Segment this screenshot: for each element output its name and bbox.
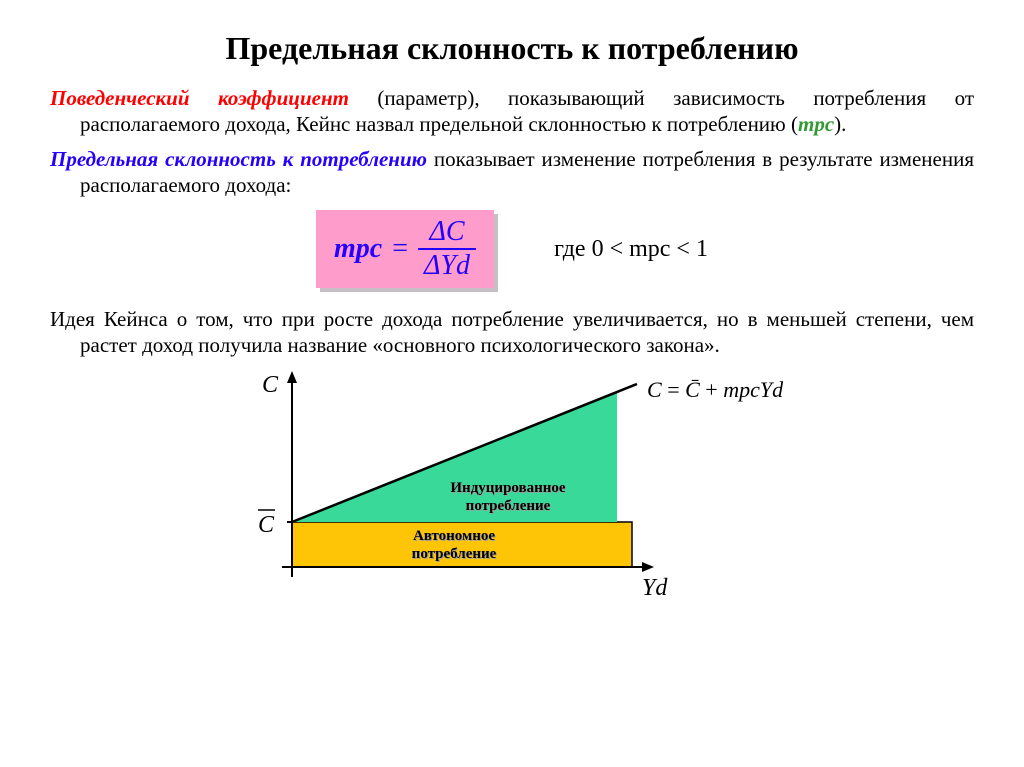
formula-constraint: где 0 < mpc < 1 [554, 236, 708, 263]
term-behavioral-coef: Поведенческий коэффициент [50, 86, 349, 110]
paragraph-3: Идея Кейнса о том, что при росте дохода … [80, 306, 974, 359]
formula-fraction: ΔC ΔYd [418, 216, 476, 282]
autonomous-label-2: потребление [412, 546, 497, 562]
term-mpc: Предельная склонность к потреблению [50, 147, 427, 171]
autonomous-label-1: Автономное [413, 528, 495, 544]
induced-label-1: Индуцированное [450, 480, 566, 496]
induced-label-group: Индуцированное Индуцированное потреблени… [450, 480, 567, 515]
para1-text-b: ). [834, 112, 846, 136]
induced-label-2: потребление [466, 498, 551, 514]
paragraph-1: Поведенческий коэффициент (параметр), по… [80, 85, 974, 138]
mpc-abbr: mpc [798, 112, 834, 136]
formula-equals: = [392, 233, 408, 265]
chart-svg: C C Yd C = C̄ + mpcYd Индуцированное Инд… [202, 367, 822, 617]
consumption-chart: C C Yd C = C̄ + mpcYd Индуцированное Инд… [50, 367, 974, 617]
line-equation: C = C̄ + mpcYd [647, 377, 784, 402]
paragraph-2: Предельная склонность к потреблению пока… [80, 146, 974, 199]
x-axis-arrow [642, 562, 654, 572]
x-axis-label: Yd [642, 575, 668, 601]
autonomous-label-group: Автономное Автономное потребление потреб… [412, 528, 498, 563]
formula-box: mpc = ΔC ΔYd [316, 210, 494, 288]
formula-denominator: ΔYd [418, 250, 476, 282]
formula-lhs: mpc [334, 233, 382, 265]
page-title: Предельная склонность к потреблению [50, 30, 974, 67]
y-axis-arrow [287, 371, 297, 383]
formula-row: mpc = ΔC ΔYd где 0 < mpc < 1 [50, 210, 974, 288]
y-axis-label: C [262, 372, 279, 398]
cbar-label: C [258, 512, 275, 538]
formula-numerator: ΔC [424, 216, 471, 248]
